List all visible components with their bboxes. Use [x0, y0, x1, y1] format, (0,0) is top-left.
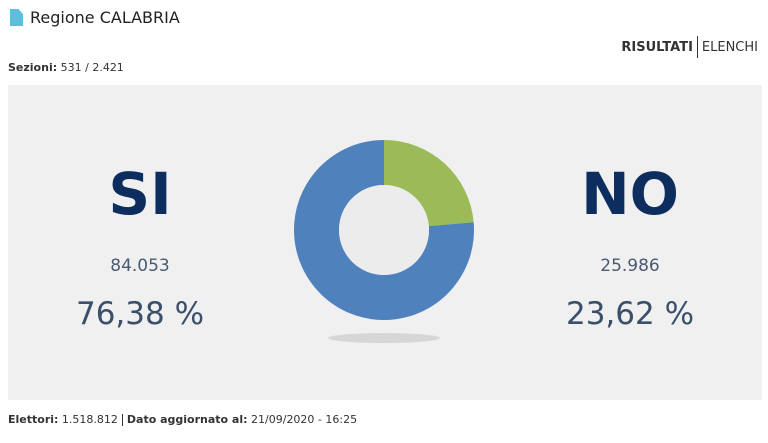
updated-label: Dato aggiornato al: [126, 413, 248, 426]
percent: 76,38 % [75, 296, 205, 332]
doc-icon [10, 9, 23, 26]
option-name: SI [108, 160, 172, 228]
sections: Sezioni: 531 / 2.421 [8, 61, 124, 74]
tab[interactable]: RISULTATI [621, 39, 693, 55]
percent: 23,62 % [565, 296, 695, 332]
votes: 84.053 [110, 256, 170, 276]
sections-label: Sezioni: [8, 61, 58, 74]
donut-slice [384, 140, 474, 227]
tabs: RISULTATI ELENCHI [621, 36, 758, 58]
separator [121, 413, 123, 426]
donut-slice [294, 140, 474, 320]
separator [696, 36, 698, 58]
shadow [328, 333, 440, 343]
tab[interactable]: ELENCHI [701, 39, 758, 55]
sections-value: 531 / 2.421 [60, 61, 124, 74]
donut-hole [339, 185, 429, 275]
voters-label: Elettori: [8, 413, 59, 426]
voters: 1.518.812 [61, 413, 118, 426]
updated: 21/09/2020 - 16:25 [251, 413, 358, 426]
footer: Elettori: 1.518.812 Dato aggiornato al: … [8, 413, 357, 426]
votes: 25.986 [600, 256, 660, 276]
option-name: NO [581, 160, 679, 228]
donut-chart [294, 140, 474, 343]
title: Regione CALABRIA [30, 8, 180, 27]
